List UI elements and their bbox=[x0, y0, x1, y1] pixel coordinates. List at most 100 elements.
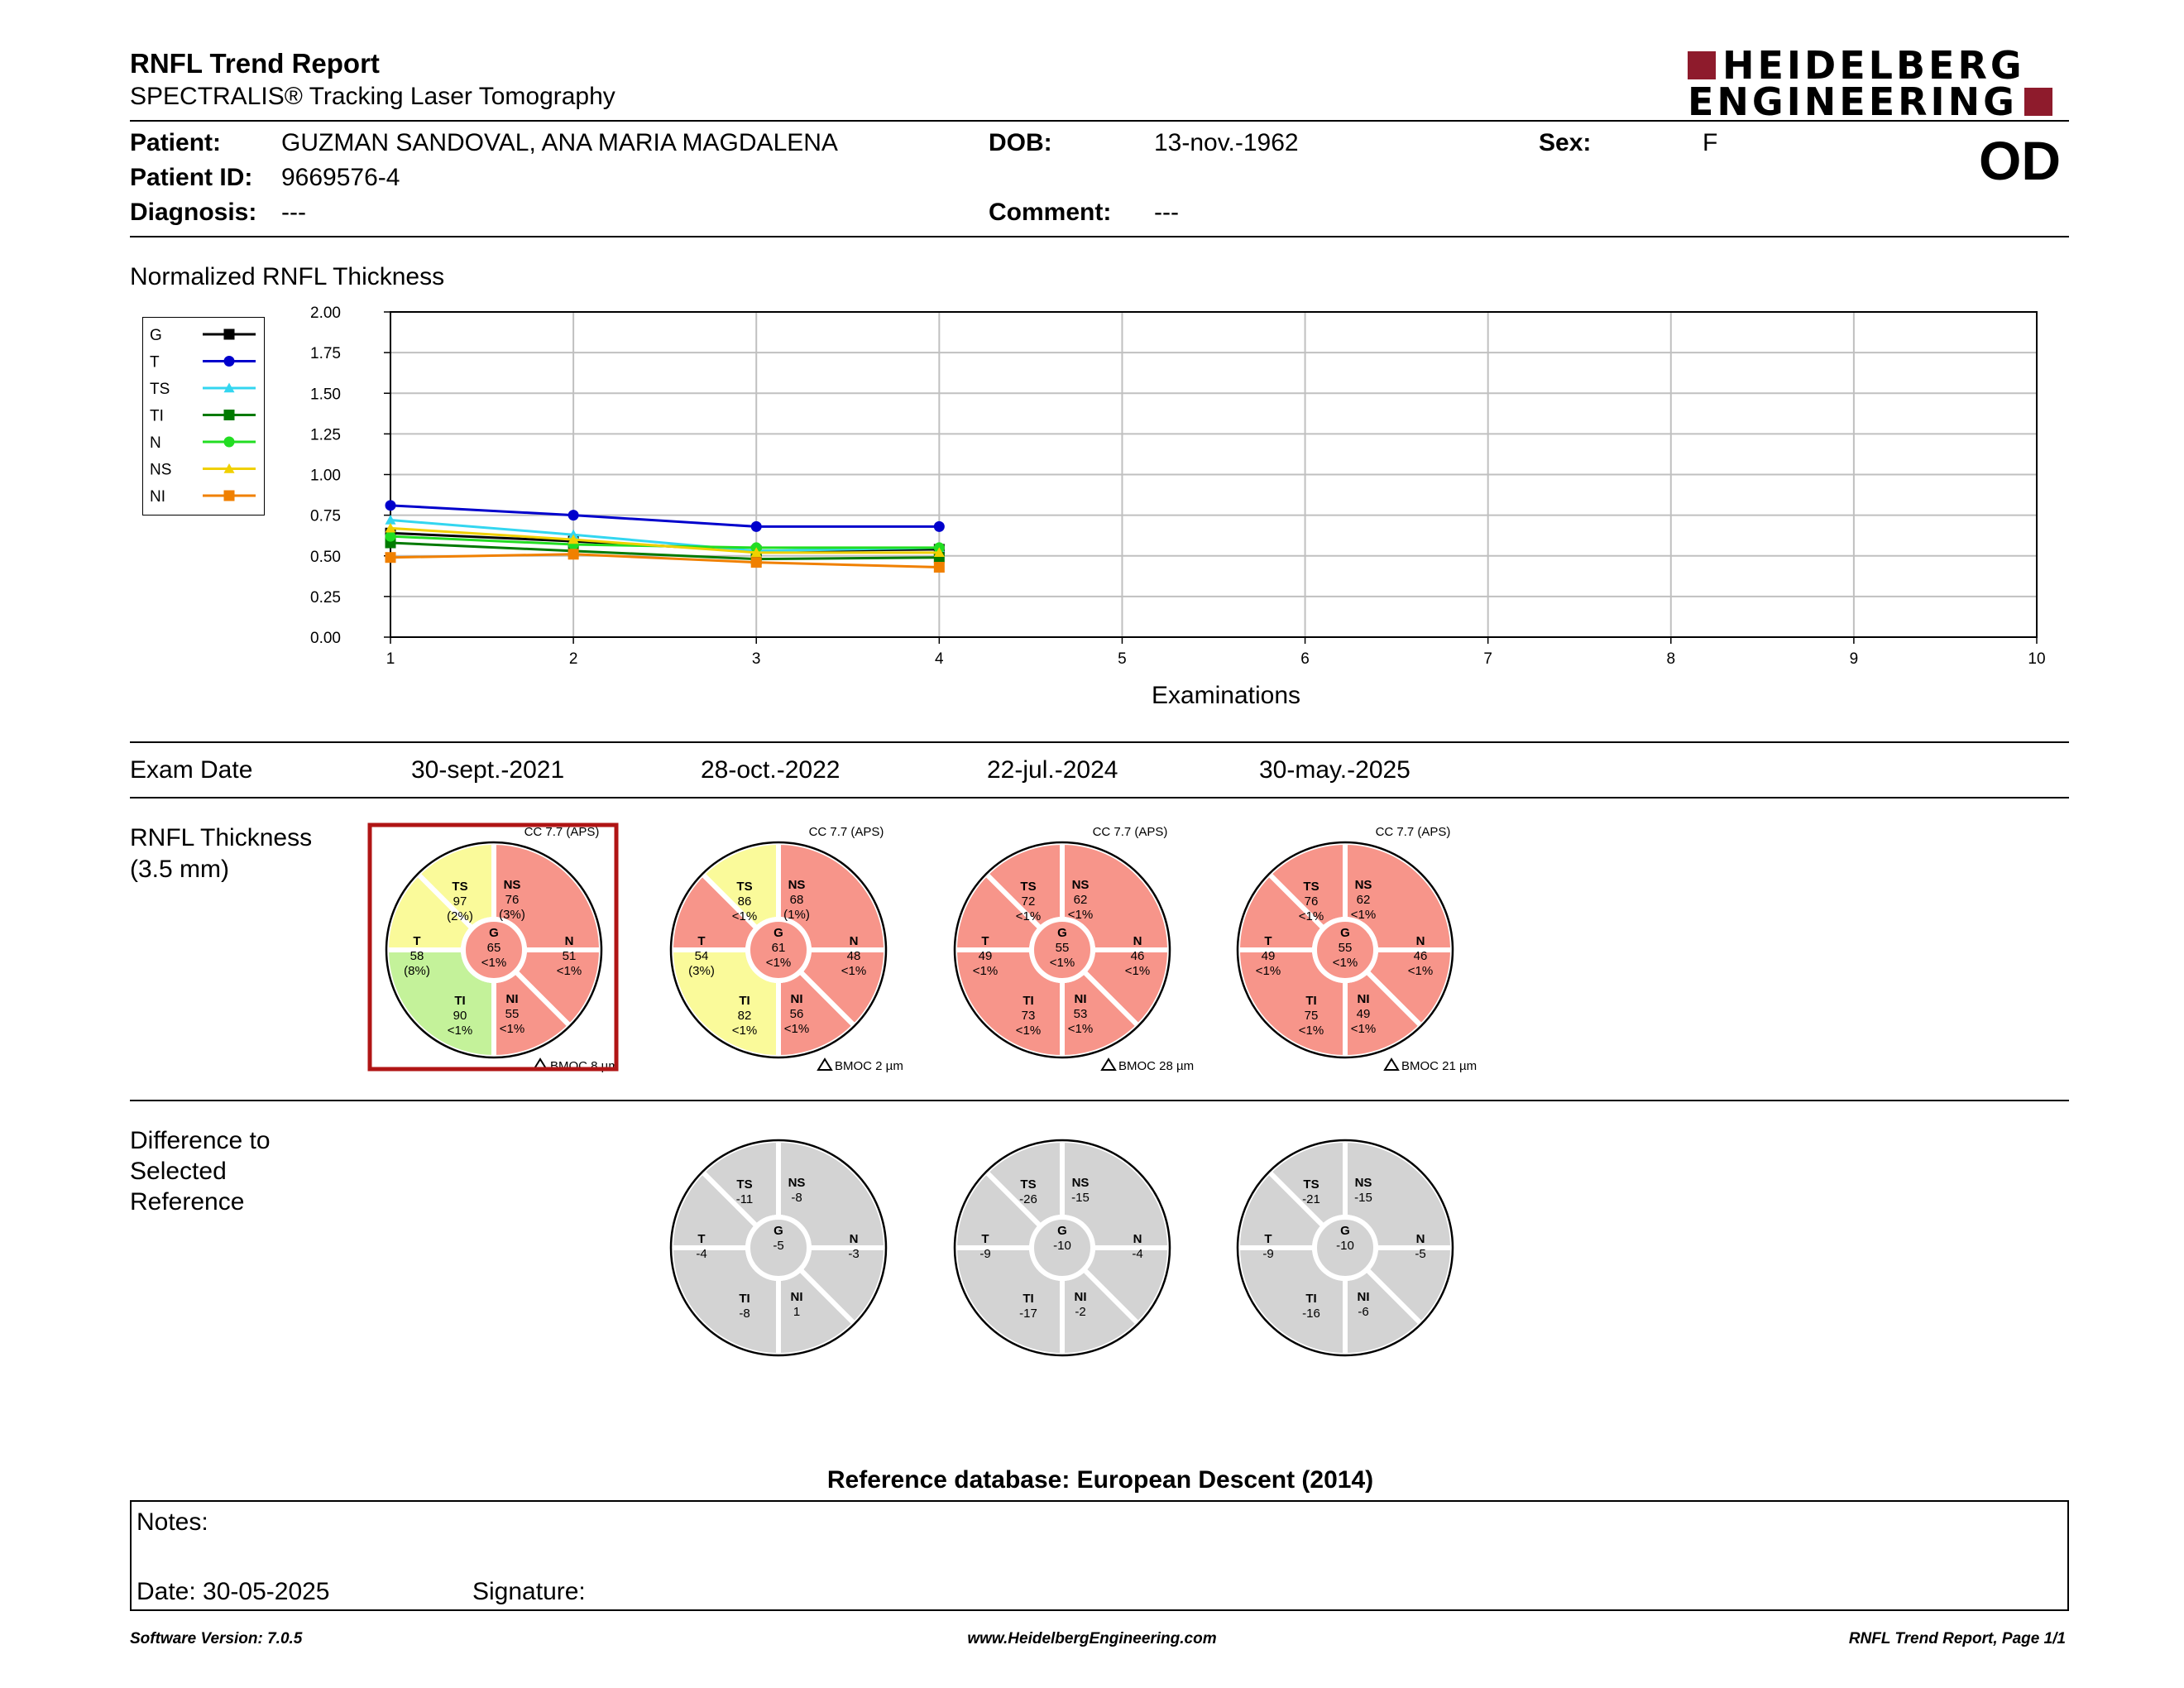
exam-date-3: 22-jul.-2024 bbox=[987, 756, 1118, 784]
sector-g bbox=[1312, 917, 1378, 983]
footer-url[interactable]: www.HeidelbergEngineering.com bbox=[967, 1630, 1217, 1647]
selected-reference-frame[interactable] bbox=[367, 822, 619, 1072]
sector-value-ns: 76 bbox=[505, 893, 520, 907]
sector-label-t: T bbox=[697, 934, 705, 948]
difference-label-1: Difference to bbox=[130, 1127, 271, 1154]
sector-label-ns: NS bbox=[1072, 878, 1090, 892]
sector-value-g: <1% bbox=[1050, 956, 1075, 970]
thickness-wheel-4: TS76<1%NS62<1%N46<1%NI49<1%TI75<1%T49<1%… bbox=[1234, 825, 1477, 1073]
x-tick-label: 4 bbox=[935, 650, 944, 668]
data-point-ni bbox=[385, 552, 396, 563]
data-point-ts bbox=[385, 515, 396, 525]
sector-value-ns: (3%) bbox=[499, 908, 525, 922]
sector-value-g: 55 bbox=[1339, 941, 1353, 955]
comment-value: --- bbox=[1154, 199, 1179, 226]
sector-value-t: 49 bbox=[979, 949, 993, 963]
sector-value-ns: 68 bbox=[790, 893, 804, 907]
sector-label-n: N bbox=[565, 934, 574, 948]
sector-value-ti: 82 bbox=[738, 1009, 752, 1023]
cc-label: CC 7.7 (APS) bbox=[1376, 825, 1451, 839]
cc-label: CC 7.7 (APS) bbox=[524, 825, 600, 839]
sector-value-ns: <1% bbox=[1351, 908, 1376, 922]
sector-label-g: G bbox=[489, 926, 499, 940]
sector-label-t: T bbox=[981, 1232, 989, 1246]
sector-value-ti: -16 bbox=[1302, 1307, 1320, 1321]
legend-label-t: T bbox=[150, 354, 160, 372]
legend-label-ts: TS bbox=[150, 381, 170, 398]
signature-label: Signature: bbox=[472, 1578, 586, 1605]
software-version: Software Version: 7.0.5 bbox=[130, 1630, 303, 1647]
sector-value-ts: 86 bbox=[738, 894, 752, 909]
sector-label-g: G bbox=[1340, 1224, 1350, 1238]
sector-value-ts: -11 bbox=[736, 1192, 754, 1206]
data-point-ns bbox=[568, 534, 579, 544]
report-title: RNFL Trend Report bbox=[130, 48, 380, 79]
sector-value-n: 46 bbox=[1131, 949, 1145, 963]
sector-label-ts: TS bbox=[736, 1177, 752, 1192]
x-tick-label: 10 bbox=[2028, 650, 2045, 668]
sector-value-ns: -8 bbox=[791, 1191, 802, 1205]
sector-value-t: -4 bbox=[696, 1247, 706, 1261]
wheel-outline bbox=[1236, 1139, 1454, 1357]
sector-value-ts: 72 bbox=[1022, 894, 1036, 909]
sector-value-n: -3 bbox=[848, 1247, 859, 1261]
series-line-t bbox=[390, 504, 940, 528]
sector-value-t: (3%) bbox=[688, 964, 715, 978]
sector-label-ns: NS bbox=[1355, 878, 1372, 892]
data-point-t bbox=[568, 510, 579, 521]
series-line-ti bbox=[390, 541, 940, 561]
sector-value-ti: <1% bbox=[448, 1024, 472, 1038]
thickness-wheel-3: TS72<1%NS62<1%N46<1%NI53<1%TI73<1%T49<1%… bbox=[951, 825, 1194, 1073]
sector-label-ti: TI bbox=[739, 1292, 750, 1306]
y-tick-label: 0.25 bbox=[310, 589, 341, 607]
sector-value-ni: 1 bbox=[793, 1305, 800, 1319]
x-tick-label: 3 bbox=[752, 650, 761, 668]
sector-value-n: 46 bbox=[1414, 949, 1428, 963]
bmoc-label: BMOC 28 µm bbox=[1118, 1059, 1194, 1073]
data-point-ni bbox=[750, 557, 762, 568]
legend-markers: GT TS TI N NS NI bbox=[150, 327, 256, 506]
sector-value-n: 51 bbox=[563, 949, 577, 963]
report-subtitle: SPECTRALIS® Tracking Laser Tomography bbox=[130, 83, 615, 110]
delta-icon bbox=[1100, 1057, 1117, 1071]
y-tick-label: 0.50 bbox=[310, 549, 341, 566]
sector-value-n: <1% bbox=[1125, 964, 1150, 978]
thickness-wheel-1: TS97(2%)NS76(3%)N51<1%NI55<1%TI90<1%T58(… bbox=[383, 825, 619, 1073]
sector-value-n: <1% bbox=[557, 964, 582, 978]
sector-value-ni: <1% bbox=[1068, 1022, 1093, 1036]
sector-value-g: 61 bbox=[772, 941, 786, 955]
sector-label-ni: NI bbox=[1075, 992, 1087, 1006]
sector-label-g: G bbox=[1057, 1224, 1067, 1238]
sector-value-n: -5 bbox=[1415, 1247, 1425, 1261]
sector-value-g: <1% bbox=[1333, 956, 1358, 970]
patient-label: Patient: bbox=[130, 129, 222, 156]
sector-value-ts: <1% bbox=[1299, 909, 1324, 923]
sector-label-ti: TI bbox=[1305, 1292, 1316, 1306]
sector-g bbox=[1029, 917, 1095, 983]
y-tick-label: 0.75 bbox=[310, 508, 341, 525]
wheel-outline bbox=[953, 841, 1171, 1059]
sector-label-ti: TI bbox=[1023, 1292, 1033, 1306]
sex-value: F bbox=[1703, 129, 1718, 156]
logo-square-top bbox=[1688, 51, 1716, 79]
sector-value-ni: -6 bbox=[1358, 1305, 1368, 1319]
wheel-outline bbox=[669, 1139, 888, 1357]
sector-label-ts: TS bbox=[1303, 1177, 1319, 1192]
exam-date-4: 30-may.-2025 bbox=[1259, 756, 1410, 784]
sector-label-t: T bbox=[697, 1232, 705, 1246]
bmoc-label: BMOC 21 µm bbox=[1401, 1059, 1477, 1073]
sector-value-ns: -15 bbox=[1071, 1191, 1090, 1205]
sector-value-g: -10 bbox=[1053, 1239, 1071, 1253]
x-tick-label: 7 bbox=[1483, 650, 1492, 668]
sector-value-ns: 62 bbox=[1357, 893, 1371, 907]
series-line-ns bbox=[390, 526, 940, 554]
sector-g bbox=[1312, 1215, 1378, 1281]
sector-value-g: -10 bbox=[1336, 1239, 1354, 1253]
sector-value-n: 48 bbox=[847, 949, 861, 963]
sector-value-ni: 55 bbox=[505, 1007, 520, 1021]
patient-id-label: Patient ID: bbox=[130, 164, 253, 191]
bmoc-label: BMOC 2 µm bbox=[835, 1059, 903, 1073]
patient-name: GUZMAN SANDOVAL, ANA MARIA MAGDALENA bbox=[281, 129, 838, 156]
eye-indicator: OD bbox=[1979, 130, 2061, 191]
